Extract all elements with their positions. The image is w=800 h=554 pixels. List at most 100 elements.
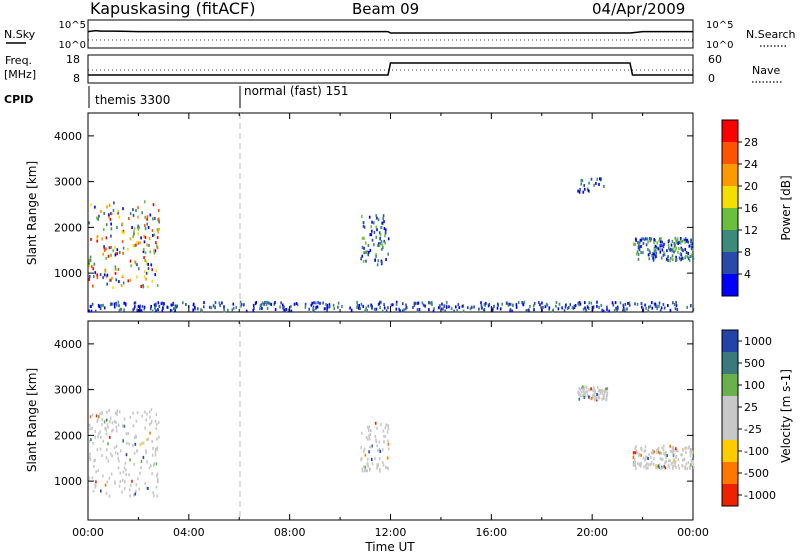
echo-point <box>661 240 663 244</box>
echo-point <box>684 446 686 450</box>
echo-point <box>374 258 376 262</box>
velocity-colorbar-label: Velocity [m s-1] <box>779 369 793 463</box>
echo-point <box>162 307 164 310</box>
echo-point <box>564 305 567 309</box>
echo-point <box>317 301 319 305</box>
echo-point <box>133 493 135 497</box>
echo-point <box>134 492 137 496</box>
echo-point <box>377 463 379 467</box>
echo-point <box>107 254 110 258</box>
echo-point <box>689 465 692 468</box>
colorbar-swatch <box>722 418 738 440</box>
colorbar-tick-label: 16 <box>744 202 758 215</box>
echo-point <box>366 463 369 467</box>
echo-point <box>387 306 389 310</box>
echo-point <box>586 390 589 394</box>
echo-point <box>104 427 106 430</box>
echo-point <box>114 451 117 455</box>
echo-point <box>107 459 110 463</box>
echo-point <box>135 483 138 487</box>
echo-point <box>148 410 151 414</box>
echo-point <box>528 308 530 312</box>
echo-point <box>592 388 594 392</box>
echo-point <box>319 301 321 305</box>
echo-point <box>380 423 382 426</box>
velocity-colorbar: 1000 500 100 25 -25 -100 -500 -1000 Velocity [m… <box>721 329 793 507</box>
echo-point <box>326 308 328 312</box>
echo-point <box>594 390 596 394</box>
echo-point <box>678 247 680 251</box>
echo-point <box>672 467 674 471</box>
echo-point <box>97 217 99 221</box>
echo-point <box>689 255 692 258</box>
echo-point <box>148 243 150 247</box>
echo-point <box>493 304 495 308</box>
y-tick-label: 2000 <box>54 221 82 234</box>
echo-point <box>647 248 649 252</box>
echo-point <box>624 308 626 312</box>
echo-point <box>150 304 152 308</box>
echo-point <box>413 303 416 307</box>
colorbar-tick-label: -25 <box>744 423 762 436</box>
echo-point <box>156 284 159 287</box>
echo-point <box>387 237 390 241</box>
echo-point <box>381 221 383 225</box>
echo-point <box>144 251 147 255</box>
echo-point <box>597 389 600 393</box>
echo-point <box>366 469 368 473</box>
echo-point <box>125 453 128 457</box>
echo-point <box>662 465 664 469</box>
echo-point <box>369 233 372 237</box>
echo-point <box>114 271 117 275</box>
echo-point <box>365 306 367 310</box>
echo-point <box>368 215 371 219</box>
echo-point <box>356 306 358 309</box>
echo-point <box>139 443 142 447</box>
echo-point <box>685 462 688 466</box>
echo-point <box>642 237 644 241</box>
echo-point <box>592 395 594 399</box>
echo-point <box>676 237 679 241</box>
echo-point <box>661 446 663 450</box>
echo-point <box>593 183 595 187</box>
echo-point <box>141 414 143 418</box>
echo-point <box>149 307 152 311</box>
echo-point <box>110 212 113 216</box>
echo-point <box>659 451 661 455</box>
echo-point <box>595 398 598 402</box>
echo-point <box>652 256 654 260</box>
echo-point <box>376 426 378 430</box>
echo-point <box>356 300 358 304</box>
echo-point <box>149 213 152 217</box>
echo-point <box>214 305 216 309</box>
echo-point <box>358 304 360 307</box>
echo-point <box>144 481 147 485</box>
echo-point <box>105 418 108 422</box>
echo-point <box>144 200 146 204</box>
echo-point <box>112 428 114 432</box>
echo-point <box>645 243 648 247</box>
echo-point <box>136 411 139 415</box>
echo-point <box>102 303 104 307</box>
echo-point <box>105 432 108 436</box>
echo-point <box>376 463 378 467</box>
echo-point <box>450 307 453 311</box>
echo-point <box>663 306 666 310</box>
echo-point <box>677 250 679 254</box>
echo-point <box>660 306 663 310</box>
nave-label: Nave <box>752 64 780 77</box>
echo-point <box>645 466 647 470</box>
echo-point <box>227 308 229 312</box>
echo-point <box>101 423 103 427</box>
velocity-colorbar-ticks: 1000 500 100 25 -25 -100 -500 -1000 <box>738 335 776 502</box>
echo-point <box>590 387 592 391</box>
echo-point <box>561 306 563 310</box>
echo-point <box>361 245 364 249</box>
echo-point <box>118 304 120 308</box>
echo-point <box>593 386 595 390</box>
power-colorbar: 28 24 20 16 12 8 4 Power [dB] <box>721 119 793 297</box>
echo-point <box>669 308 672 312</box>
echo-point <box>312 309 314 313</box>
echo-point <box>127 431 129 435</box>
echo-point <box>565 303 567 307</box>
